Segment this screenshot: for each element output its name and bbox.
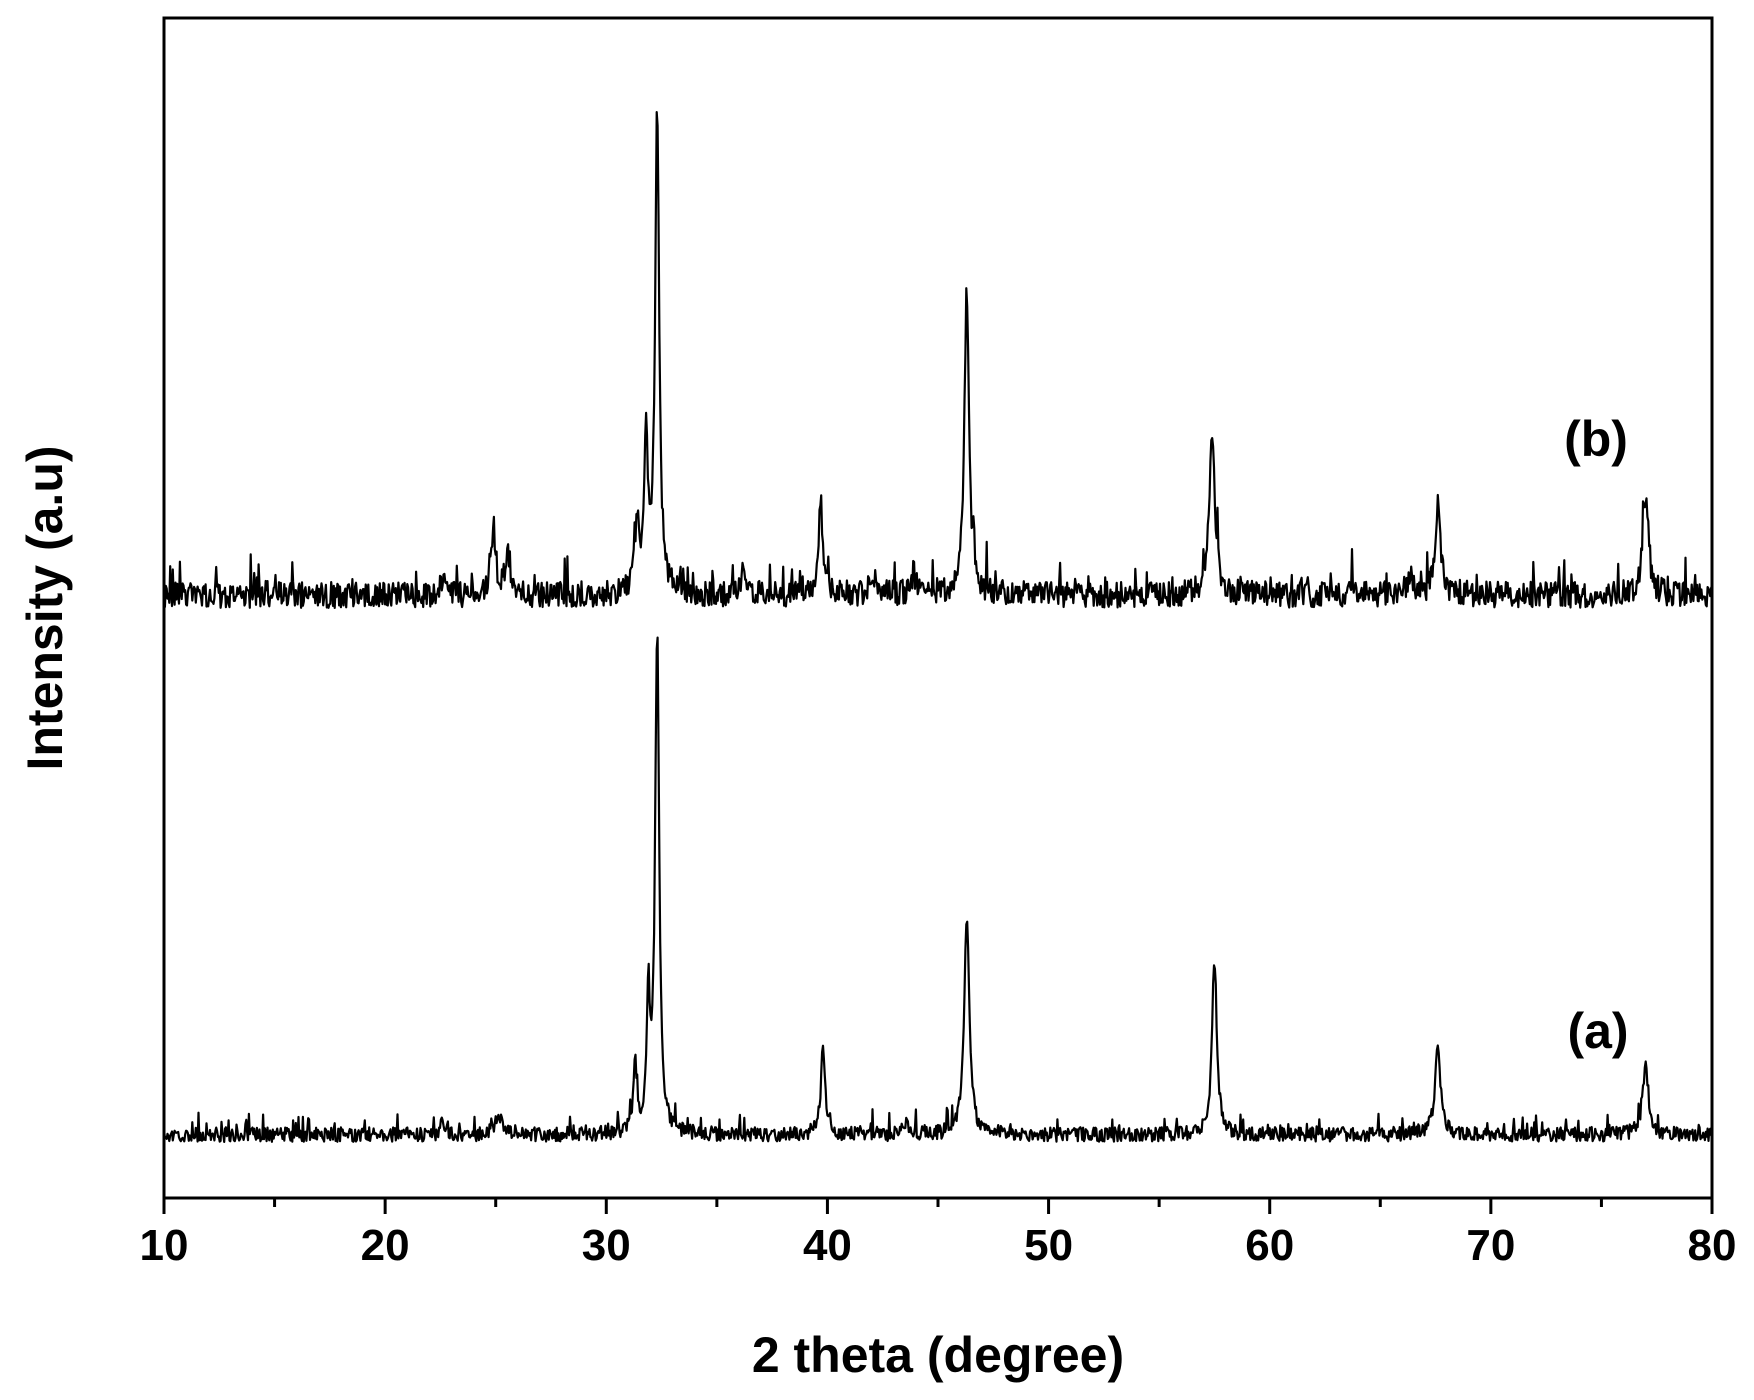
x-tick-label: 40 xyxy=(803,1221,852,1270)
x-tick-label: 50 xyxy=(1024,1221,1073,1270)
x-axis-ticks xyxy=(162,1198,1714,1214)
x-tick-label: 60 xyxy=(1245,1221,1294,1270)
y-axis-title: Intensity (a.u) xyxy=(17,445,73,770)
x-tick-label: 20 xyxy=(361,1221,410,1270)
series-trace xyxy=(162,111,1714,609)
plot-frame xyxy=(162,16,1714,1200)
x-tick-label: 30 xyxy=(582,1221,631,1270)
x-axis-title: 2 theta (degree) xyxy=(752,1327,1124,1383)
series-label: (b) xyxy=(1564,411,1628,467)
x-tick-label: 10 xyxy=(140,1221,189,1270)
series-label: (a) xyxy=(1567,1003,1628,1059)
x-tick-label: 70 xyxy=(1466,1221,1515,1270)
series-labels: (a) (b) xyxy=(1564,411,1628,1059)
x-tick-label: 80 xyxy=(1688,1221,1737,1270)
x-axis-tick-labels: 10 20 30 40 50 60 70 80 xyxy=(140,1221,1737,1270)
series-trace xyxy=(162,636,1714,1143)
trace-layer xyxy=(162,111,1714,1143)
